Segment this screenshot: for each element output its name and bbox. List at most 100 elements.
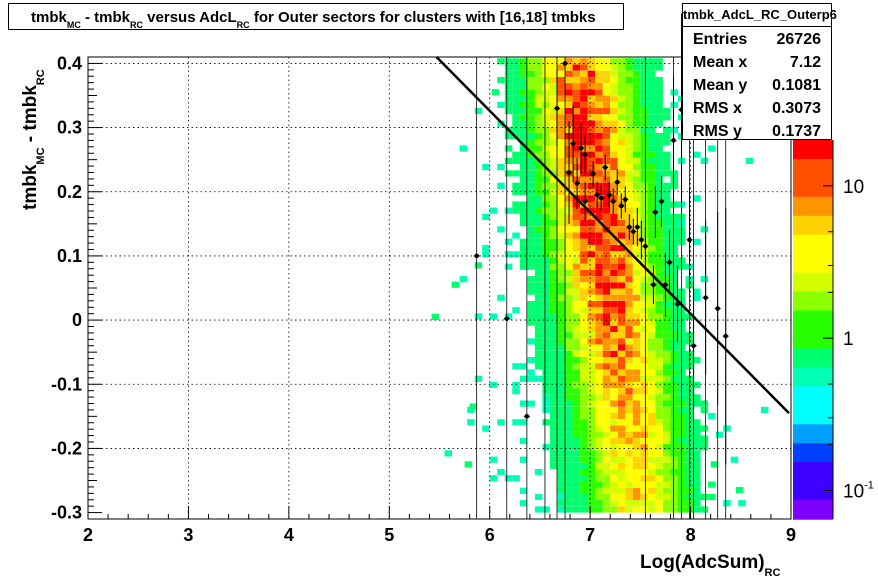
heatmap-cell: [595, 475, 603, 482]
heatmap-cell: [625, 76, 633, 84]
heatmap-cell: [632, 344, 641, 351]
heatmap-cell: [542, 288, 550, 295]
profile-point: [691, 343, 696, 349]
heatmap-cell: [489, 207, 498, 214]
heatmap-cell: [610, 83, 618, 90]
heatmap-cell: [647, 357, 656, 364]
x-tick-label: 2: [83, 525, 93, 545]
heatmap-cell: [527, 251, 535, 258]
heatmap-cell: [670, 462, 678, 469]
heatmap-cell: [632, 400, 641, 407]
stats-value: 7.12: [789, 53, 821, 71]
heatmap-cell: [670, 332, 678, 339]
heatmap-cell: [542, 244, 550, 252]
heatmap-cell: [670, 369, 678, 376]
heatmap-cell: [580, 126, 588, 133]
heatmap-cell: [580, 413, 588, 420]
heatmap-cell: [580, 220, 588, 227]
heatmap-cell: [647, 238, 656, 245]
heatmap-cell: [640, 413, 648, 420]
heatmap-cell: [617, 425, 626, 432]
heatmap-cell: [587, 132, 596, 140]
heatmap-cell: [565, 325, 573, 333]
heatmap-cell: [670, 413, 678, 420]
heatmap-cell: [640, 394, 648, 401]
color-bar-step: [793, 443, 833, 463]
heatmap-cell: [640, 375, 648, 382]
heatmap-cell: [647, 288, 656, 295]
heatmap-cell: [647, 313, 656, 320]
heatmap-cell: [655, 201, 663, 208]
heatmap-cell: [602, 462, 611, 469]
heatmap-cell: [542, 381, 550, 389]
heatmap-cell: [647, 213, 656, 220]
heatmap-cell: [617, 456, 626, 463]
heatmap-cell: [602, 157, 611, 164]
heatmap-cell: [542, 213, 550, 220]
heatmap-cell: [693, 288, 701, 295]
heatmap-cell: [693, 425, 701, 432]
heatmap-cell: [602, 76, 611, 84]
heatmap-cell: [587, 332, 596, 339]
heatmap-cell: [632, 269, 641, 276]
heatmap-cell: [595, 500, 603, 507]
heatmap-cell: [655, 338, 663, 345]
heatmap-cell: [760, 406, 769, 413]
heatmap-cell: [519, 263, 528, 270]
heatmap-cell: [625, 444, 633, 451]
heatmap-cell: [655, 375, 663, 382]
heatmap-cell: [602, 450, 611, 457]
heatmap-cell: [534, 307, 543, 314]
heatmap-cell: [617, 375, 626, 382]
heatmap-cell: [534, 120, 543, 127]
heatmap-cell: [565, 288, 573, 295]
heatmap-cell: [647, 444, 656, 451]
heatmap-cell: [534, 76, 543, 84]
heatmap-cell: [610, 357, 618, 364]
heatmap-cell: [572, 257, 581, 264]
heatmap-cell: [632, 394, 641, 401]
heatmap-cell: [565, 363, 573, 370]
heatmap-cell: [504, 475, 513, 482]
heatmap-cell: [527, 238, 535, 245]
heatmap-cell: [595, 101, 603, 108]
heatmap-cell: [655, 350, 663, 357]
heatmap-cell: [617, 132, 626, 140]
heatmap-cell: [595, 176, 603, 183]
heatmap-cell: [557, 444, 565, 451]
heatmap-cell: [542, 114, 550, 121]
heatmap-cell: [550, 369, 558, 376]
heatmap-cell: [617, 182, 626, 189]
heatmap-cell: [550, 325, 558, 333]
heatmap-cell: [663, 132, 671, 140]
heatmap-cell: [647, 338, 656, 345]
heatmap-cell: [572, 244, 581, 252]
heatmap-cell: [557, 114, 565, 121]
heatmap-cell: [602, 481, 611, 488]
heatmap-cell: [640, 363, 648, 370]
heatmap-cell: [670, 244, 678, 252]
heatmap-cell: [632, 357, 641, 364]
heatmap-cell: [557, 338, 565, 345]
heatmap-cell: [572, 462, 581, 469]
heatmap-cell: [610, 89, 618, 96]
heatmap-cell: [640, 444, 648, 451]
heatmap-cell: [557, 388, 565, 395]
heatmap-cell: [625, 307, 633, 314]
heatmap-cell: [632, 83, 641, 90]
heatmap-cell: [693, 456, 701, 463]
heatmap-cell: [587, 500, 596, 507]
heatmap-cell: [527, 114, 535, 121]
heatmap-cell: [632, 213, 641, 220]
heatmap-cell: [542, 89, 550, 96]
heatmap-cell: [625, 400, 633, 407]
heatmap-cell: [595, 301, 603, 308]
heatmap-cell: [587, 394, 596, 401]
heatmap-cell: [632, 450, 641, 457]
heatmap-cell: [519, 126, 528, 133]
heatmap-cell: [602, 469, 611, 476]
heatmap-cell: [602, 357, 611, 364]
heatmap-cell: [632, 425, 641, 432]
heatmap-cell: [519, 257, 528, 264]
heatmap-cell: [655, 500, 663, 507]
